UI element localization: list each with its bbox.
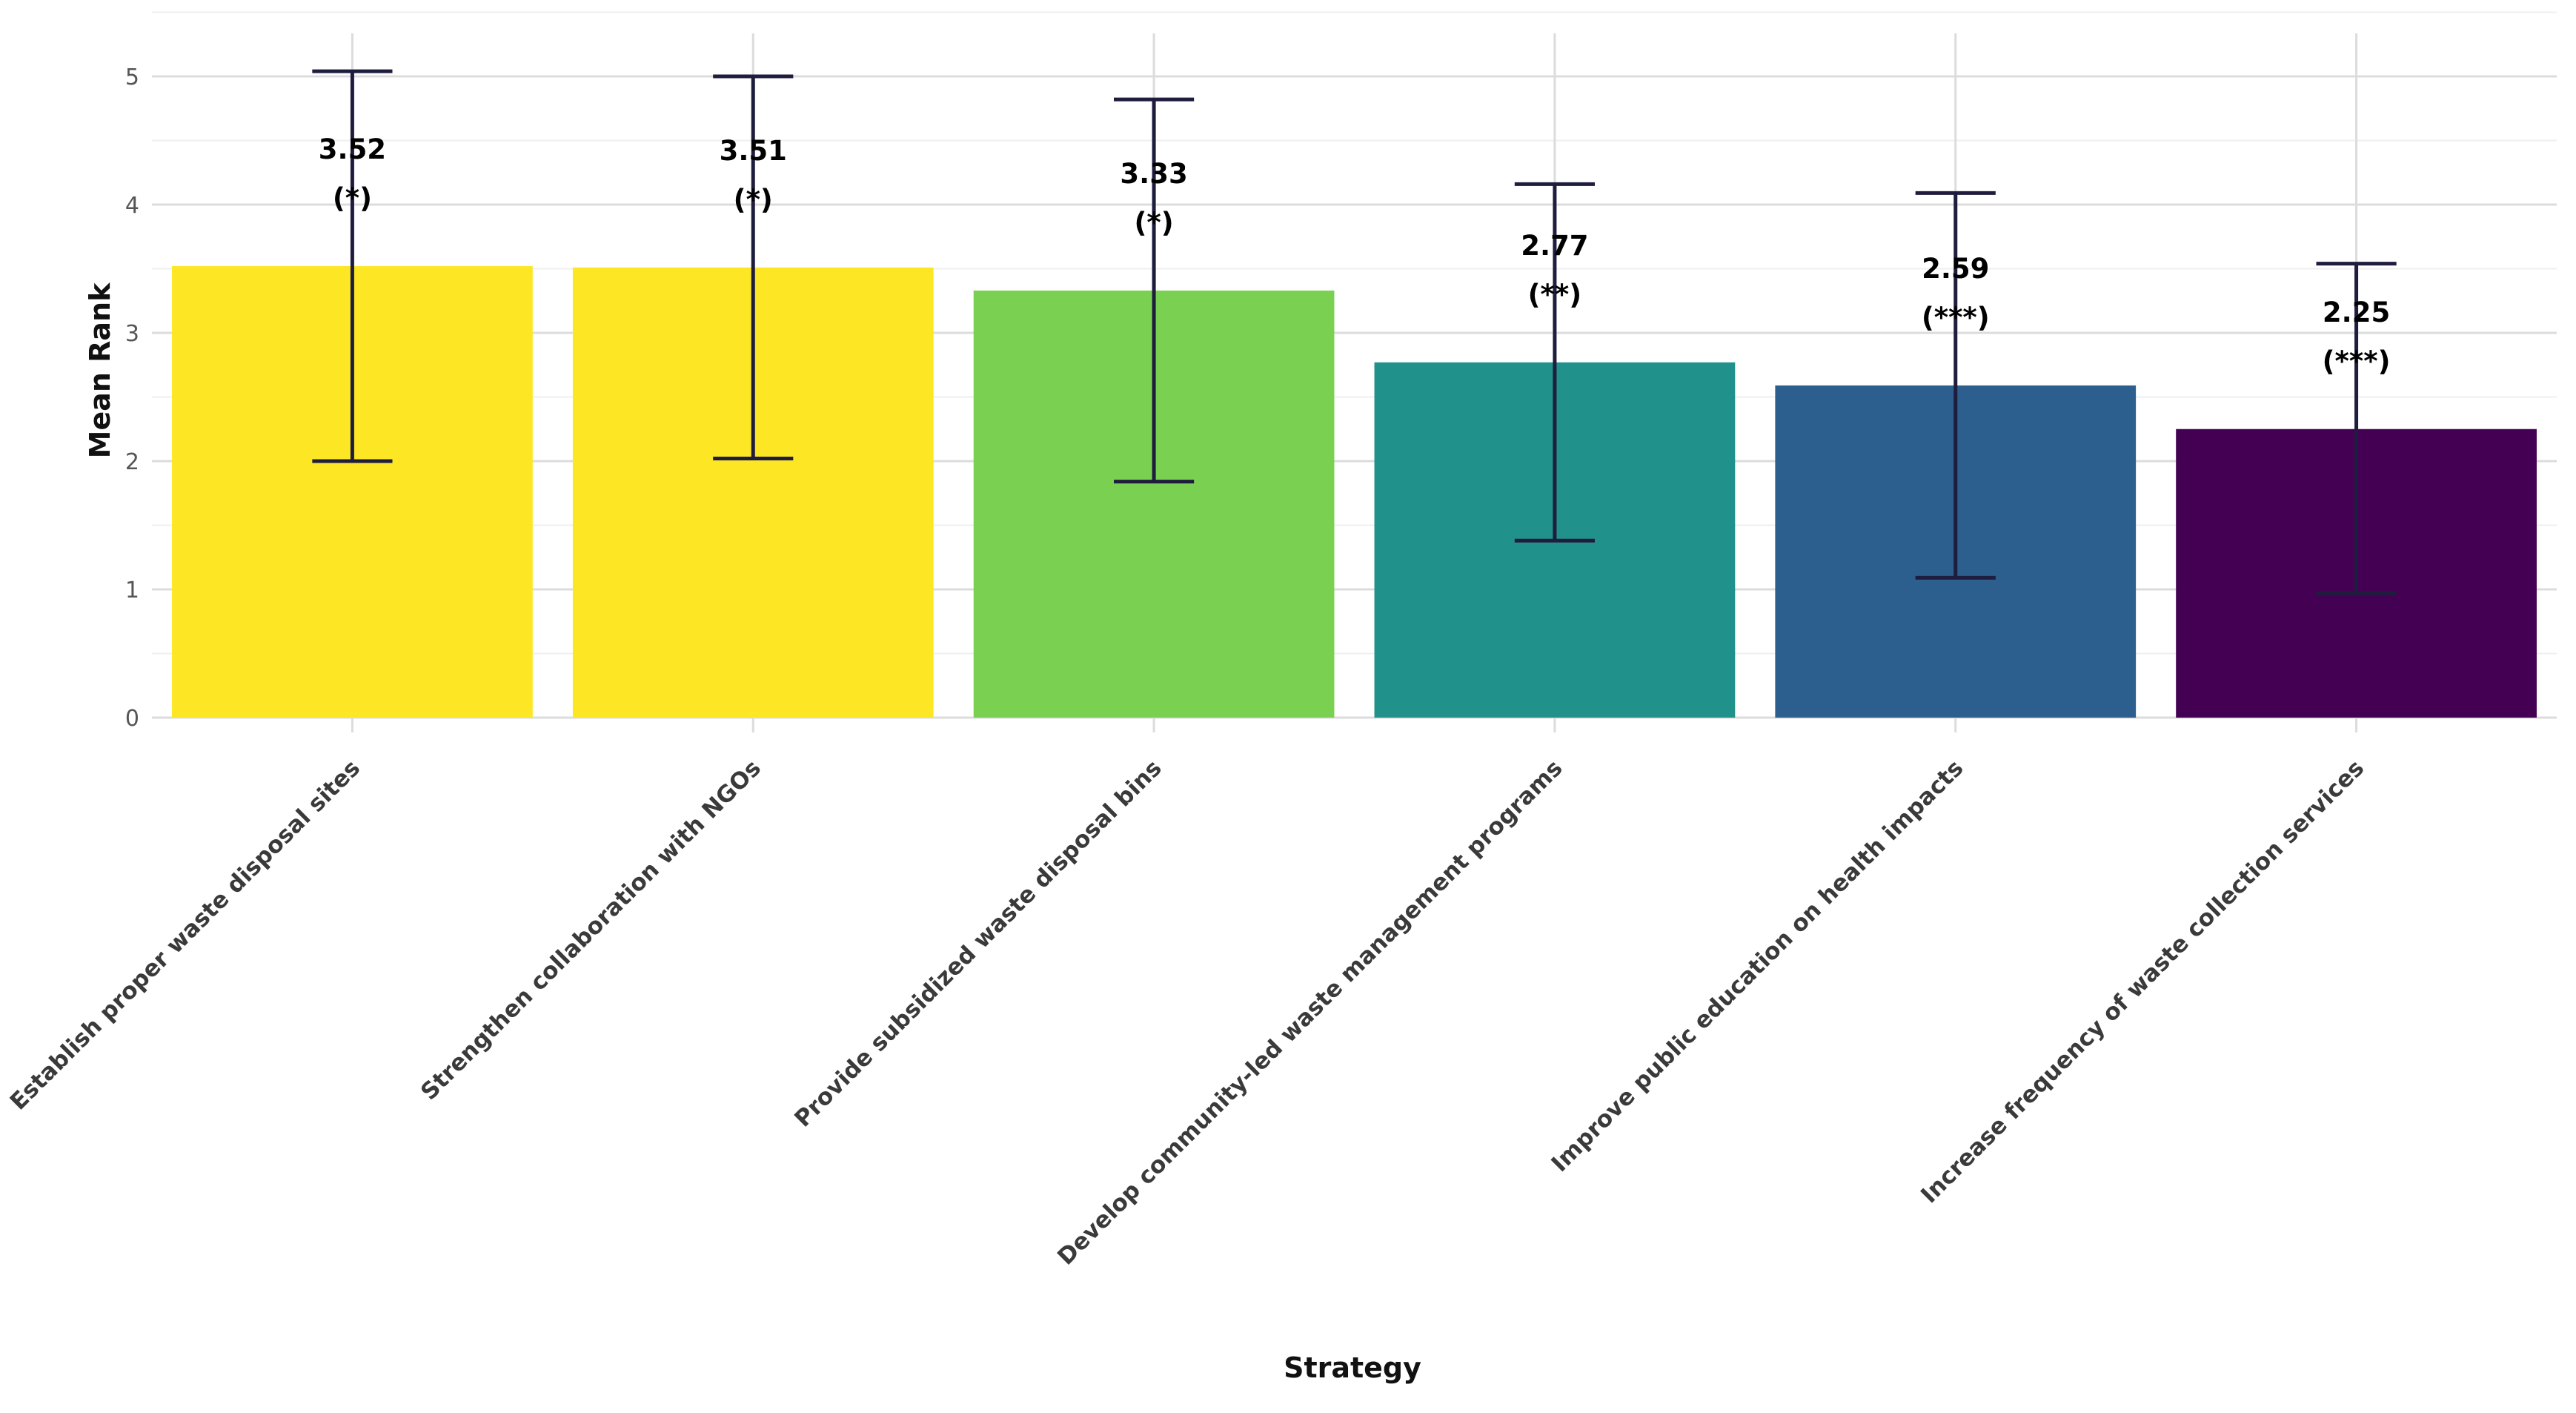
error-bars: [312, 69, 2397, 595]
y-axis-ticks: 0 1 2 3 4 5: [125, 64, 139, 732]
value-label: 2.25: [2323, 297, 2390, 328]
significance-label: (*): [734, 184, 773, 216]
significance-label: (***): [1922, 302, 1990, 334]
x-category-label: Establish proper waste disposal sites: [5, 755, 365, 1115]
x-axis-category-labels: Establish proper waste disposal sites Str…: [5, 755, 2369, 1270]
value-label: 2.59: [1922, 253, 1989, 285]
significance-label: (*): [333, 182, 372, 214]
value-label: 3.52: [319, 133, 386, 165]
y-axis-title: Mean Rank: [84, 282, 116, 458]
significance-label: (*): [1134, 207, 1173, 239]
x-axis-title: Strategy: [1284, 1351, 1421, 1384]
significance-label: (***): [2323, 345, 2391, 377]
y-tick-label: 5: [125, 64, 139, 90]
y-tick-label: 0: [125, 706, 139, 732]
x-category-label: Increase frequency of waste collection s…: [1916, 755, 2369, 1208]
x-category-label: Strengthen collaboration with NGOs: [416, 755, 766, 1105]
value-label: 3.51: [720, 135, 787, 167]
value-label: 3.33: [1120, 158, 1187, 190]
data-labels: 3.52 (*) 3.51 (*) 3.33 (*) 2.77 (**) 2.59 (***) 2.…: [319, 133, 2391, 377]
y-tick-label: 4: [125, 193, 139, 219]
value-label: 2.77: [1521, 230, 1588, 262]
y-tick-label: 2: [125, 449, 139, 475]
x-category-label: Improve public education on health impac…: [1547, 755, 1969, 1177]
y-tick-label: 1: [125, 578, 139, 603]
significance-label: (**): [1528, 279, 1582, 311]
bars: [172, 266, 2537, 718]
y-tick-label: 3: [125, 321, 139, 347]
x-category-label: Develop community-led waste management p…: [1052, 755, 1567, 1270]
x-category-label: Provide subsidized waste disposal bins: [789, 755, 1166, 1132]
